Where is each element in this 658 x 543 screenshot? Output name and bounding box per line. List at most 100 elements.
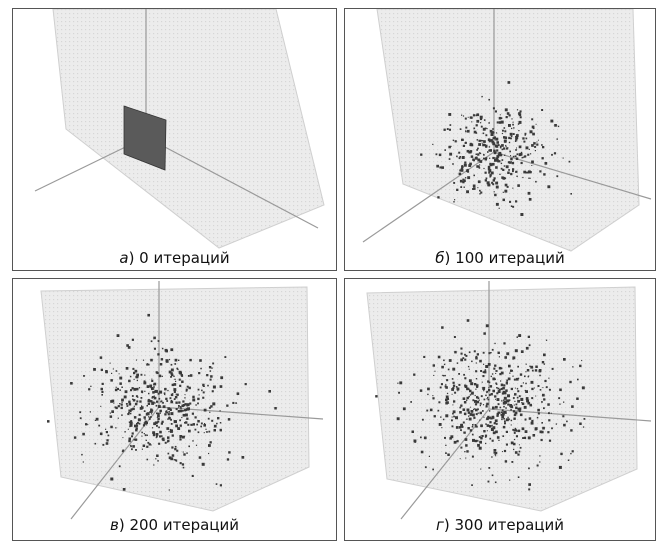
point bbox=[525, 397, 529, 400]
point bbox=[219, 410, 221, 412]
point bbox=[463, 373, 465, 376]
axis-right bbox=[145, 136, 319, 229]
point bbox=[502, 399, 505, 401]
point bbox=[201, 462, 205, 466]
point bbox=[126, 344, 129, 347]
point bbox=[224, 356, 227, 358]
point bbox=[466, 450, 469, 453]
point bbox=[484, 369, 487, 371]
point bbox=[497, 411, 499, 413]
scene-c bbox=[40, 281, 324, 520]
point bbox=[489, 129, 493, 133]
point bbox=[491, 181, 494, 184]
point bbox=[543, 363, 545, 365]
point bbox=[517, 408, 520, 411]
point bbox=[486, 398, 488, 400]
point bbox=[491, 416, 495, 419]
point bbox=[498, 160, 501, 163]
point bbox=[184, 421, 186, 424]
point bbox=[476, 139, 479, 141]
point bbox=[94, 442, 97, 445]
point bbox=[90, 385, 92, 387]
point bbox=[175, 460, 178, 462]
point bbox=[500, 411, 503, 414]
point bbox=[473, 127, 476, 130]
point bbox=[488, 381, 491, 384]
point bbox=[515, 429, 518, 432]
point bbox=[502, 451, 503, 453]
point bbox=[208, 430, 211, 433]
point bbox=[515, 435, 518, 438]
point bbox=[137, 418, 141, 422]
point bbox=[481, 435, 484, 437]
point bbox=[488, 171, 491, 174]
point bbox=[173, 375, 175, 377]
point bbox=[178, 370, 182, 374]
point bbox=[197, 397, 200, 401]
point bbox=[452, 384, 456, 387]
point bbox=[482, 371, 485, 373]
point bbox=[502, 198, 505, 202]
point bbox=[47, 420, 50, 423]
point bbox=[504, 189, 508, 193]
point bbox=[581, 386, 585, 390]
point bbox=[509, 150, 511, 153]
point bbox=[475, 355, 478, 358]
point bbox=[411, 430, 414, 433]
point bbox=[524, 430, 528, 433]
point bbox=[419, 389, 423, 392]
point bbox=[147, 402, 151, 405]
point bbox=[196, 423, 198, 426]
point bbox=[547, 403, 550, 406]
point bbox=[141, 435, 143, 437]
point bbox=[155, 437, 157, 439]
point bbox=[503, 384, 506, 387]
point bbox=[236, 392, 240, 395]
point bbox=[516, 153, 519, 156]
point bbox=[485, 404, 487, 406]
point bbox=[424, 466, 427, 469]
point bbox=[522, 137, 525, 140]
point bbox=[531, 165, 533, 166]
point bbox=[515, 406, 518, 410]
panel-a: а) 0 итераций bbox=[12, 8, 337, 271]
point bbox=[510, 205, 513, 207]
point bbox=[534, 150, 536, 152]
point bbox=[568, 160, 571, 163]
point bbox=[461, 156, 465, 159]
point bbox=[498, 121, 502, 124]
point bbox=[156, 454, 159, 457]
point bbox=[516, 175, 518, 177]
point bbox=[491, 140, 495, 144]
point bbox=[182, 451, 184, 453]
point bbox=[502, 412, 505, 416]
point bbox=[464, 385, 468, 388]
point bbox=[485, 394, 487, 397]
point bbox=[122, 437, 124, 439]
point bbox=[448, 145, 451, 149]
point bbox=[434, 370, 436, 372]
point bbox=[135, 429, 138, 432]
point bbox=[149, 384, 153, 388]
point bbox=[134, 438, 138, 441]
point bbox=[479, 164, 481, 166]
point bbox=[209, 411, 211, 413]
point bbox=[473, 408, 475, 411]
point bbox=[509, 372, 511, 374]
point bbox=[466, 418, 468, 420]
point bbox=[504, 422, 506, 425]
point bbox=[480, 436, 483, 440]
point bbox=[182, 413, 186, 417]
point bbox=[541, 430, 544, 434]
point bbox=[469, 389, 472, 393]
point bbox=[516, 396, 519, 399]
point bbox=[438, 423, 442, 426]
point bbox=[514, 140, 517, 142]
point bbox=[499, 145, 502, 148]
point bbox=[497, 144, 500, 146]
point bbox=[533, 387, 535, 389]
point bbox=[579, 422, 582, 425]
point bbox=[203, 424, 206, 427]
point bbox=[148, 363, 150, 366]
point bbox=[463, 186, 465, 188]
